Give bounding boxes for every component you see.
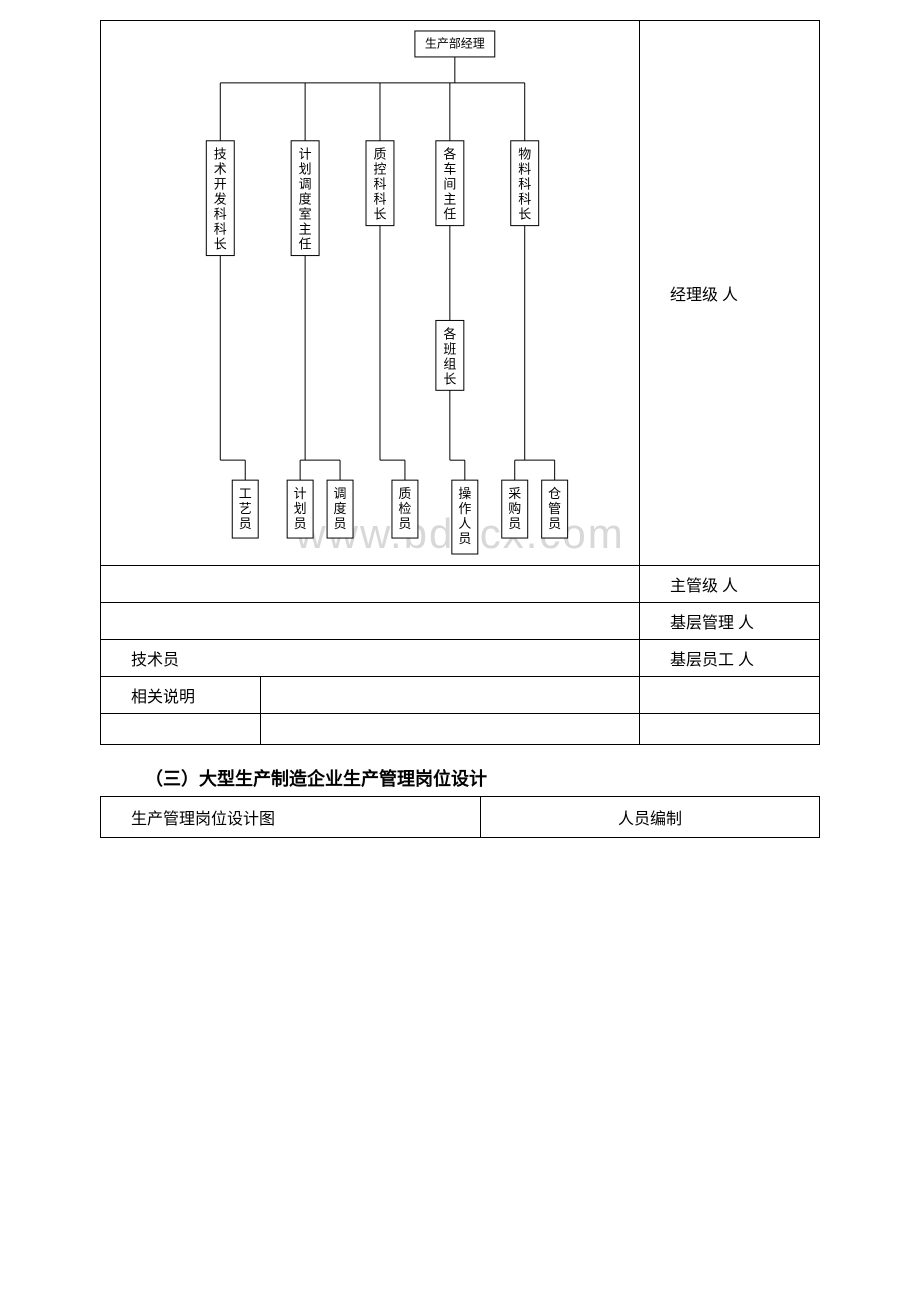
svg-text:计: 计 xyxy=(294,486,307,501)
footer-cell-2 xyxy=(261,714,640,745)
svg-text:质: 质 xyxy=(398,486,411,501)
svg-text:作: 作 xyxy=(458,501,471,516)
svg-text:班: 班 xyxy=(443,341,456,356)
empty-row-1 xyxy=(101,566,640,603)
svg-text:科: 科 xyxy=(214,222,227,237)
svg-text:员: 员 xyxy=(548,516,561,531)
svg-text:长: 长 xyxy=(518,207,531,222)
svg-text:长: 长 xyxy=(214,237,227,252)
svg-text:质: 质 xyxy=(373,147,386,162)
svg-text:开: 开 xyxy=(214,177,227,192)
footer-cell-1 xyxy=(101,714,261,745)
svg-text:控: 控 xyxy=(373,162,386,177)
svg-text:科: 科 xyxy=(373,192,386,207)
svg-text:度: 度 xyxy=(299,192,312,207)
second-table-left: 生产管理岗位设计图 xyxy=(101,797,481,838)
svg-text:间: 间 xyxy=(443,177,456,192)
svg-text:科: 科 xyxy=(518,177,531,192)
right-supervisor-level: 主管级 人 xyxy=(640,566,820,603)
svg-text:各: 各 xyxy=(443,326,456,341)
svg-text:检: 检 xyxy=(398,501,411,516)
section-title: （三）大型生产制造企业生产管理岗位设计 xyxy=(145,765,920,791)
svg-text:采: 采 xyxy=(508,486,521,501)
svg-text:各: 各 xyxy=(443,147,456,162)
notes-label: 相关说明 xyxy=(101,677,261,714)
svg-text:技: 技 xyxy=(214,147,227,162)
notes-content xyxy=(261,677,640,714)
second-table: 生产管理岗位设计图 人员编制 xyxy=(100,796,820,838)
svg-text:员: 员 xyxy=(294,516,307,531)
notes-right xyxy=(640,677,820,714)
svg-text:划: 划 xyxy=(294,501,307,516)
empty-row-2 xyxy=(101,603,640,640)
svg-text:科: 科 xyxy=(214,207,227,222)
svg-text:任: 任 xyxy=(443,207,456,222)
right-manager-level: 经理级 人 xyxy=(640,21,820,566)
svg-text:员: 员 xyxy=(458,531,471,546)
svg-text:管: 管 xyxy=(548,501,561,516)
svg-text:员: 员 xyxy=(398,516,411,531)
svg-text:计: 计 xyxy=(299,147,312,162)
svg-text:度: 度 xyxy=(334,501,347,516)
right-base-emp-level: 基层员工 人 xyxy=(640,640,820,677)
svg-text:主: 主 xyxy=(443,192,456,207)
svg-text:科: 科 xyxy=(518,192,531,207)
technician-row: 技术员 xyxy=(101,640,640,677)
main-table: 生产部经理技术开发科科长计划调度室主任质控科科长各车间主任物料科科长各班组长工艺… xyxy=(100,20,820,745)
svg-text:员: 员 xyxy=(239,516,252,531)
svg-text:料: 料 xyxy=(518,162,531,177)
svg-text:工: 工 xyxy=(239,486,252,501)
svg-text:主: 主 xyxy=(299,222,312,237)
svg-text:仓: 仓 xyxy=(548,486,561,501)
svg-text:调: 调 xyxy=(334,486,347,501)
svg-text:生产部经理: 生产部经理 xyxy=(425,36,485,51)
svg-text:组: 组 xyxy=(443,356,456,371)
footer-cell-3 xyxy=(640,714,820,745)
svg-text:长: 长 xyxy=(443,371,456,386)
svg-text:室: 室 xyxy=(299,207,312,222)
svg-text:员: 员 xyxy=(334,516,347,531)
right-base-mgr-level: 基层管理 人 xyxy=(640,603,820,640)
svg-text:员: 员 xyxy=(508,516,521,531)
svg-text:长: 长 xyxy=(373,207,386,222)
svg-text:车: 车 xyxy=(443,162,456,177)
org-chart-cell: 生产部经理技术开发科科长计划调度室主任质控科科长各车间主任物料科科长各班组长工艺… xyxy=(101,21,640,566)
svg-text:艺: 艺 xyxy=(239,501,252,516)
svg-text:调: 调 xyxy=(299,177,312,192)
svg-text:发: 发 xyxy=(214,192,227,207)
svg-text:物: 物 xyxy=(518,147,531,162)
org-chart-svg: 生产部经理技术开发科科长计划调度室主任质控科科长各车间主任物料科科长各班组长工艺… xyxy=(101,21,639,560)
svg-text:科: 科 xyxy=(373,177,386,192)
svg-text:购: 购 xyxy=(508,501,521,516)
second-table-right: 人员编制 xyxy=(481,797,820,838)
svg-text:操: 操 xyxy=(458,486,471,501)
svg-text:任: 任 xyxy=(299,237,312,252)
svg-text:术: 术 xyxy=(214,162,227,177)
svg-text:人: 人 xyxy=(458,516,471,531)
svg-text:划: 划 xyxy=(299,162,312,177)
